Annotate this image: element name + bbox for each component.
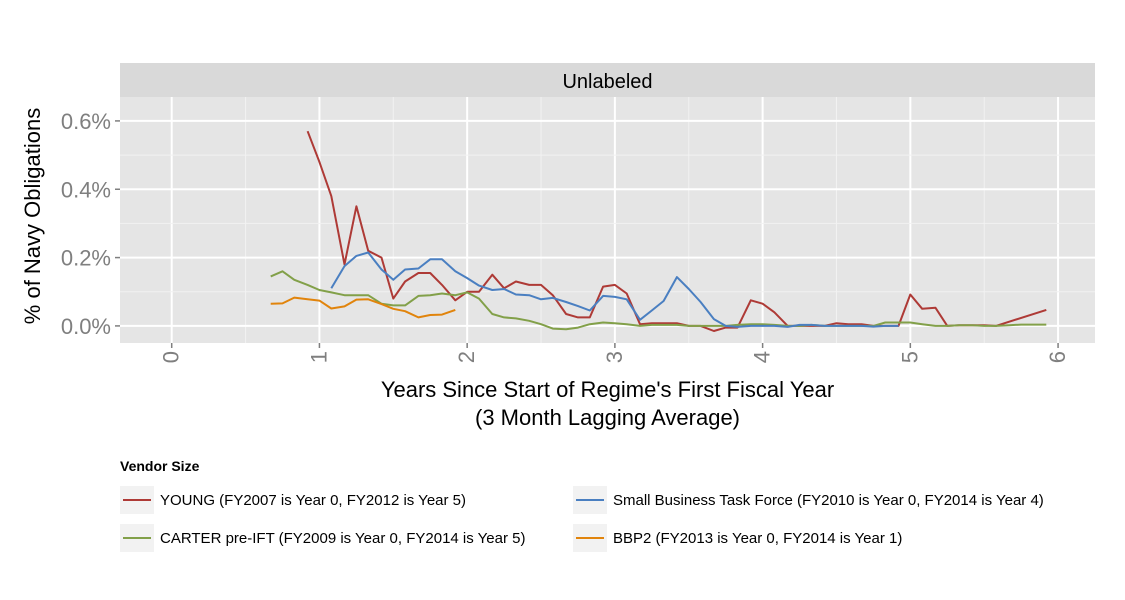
x-tick-label: 5 xyxy=(897,351,922,363)
legend: Vendor Size YOUNG (FY2007 is Year 0, FY2… xyxy=(120,458,1110,588)
x-tick-label: 4 xyxy=(750,351,775,363)
legend-label-carter: CARTER pre-IFT (FY2009 is Year 0, FY2014… xyxy=(160,529,526,547)
facet-strip xyxy=(120,63,1095,97)
legend-item-carter: CARTER pre-IFT (FY2009 is Year 0, FY2014… xyxy=(120,524,525,552)
x-tick-label: 2 xyxy=(454,351,479,363)
plot-panel xyxy=(120,97,1095,343)
legend-item-bbp2: BBP2 (FY2013 is Year 0, FY2014 is Year 1… xyxy=(573,524,902,552)
series-line-carter xyxy=(270,270,1047,331)
legend-title: Vendor Size xyxy=(120,458,200,474)
facet-title: Unlabeled xyxy=(562,71,652,93)
x-tick-label: 1 xyxy=(306,351,331,363)
legend-key-sbtf xyxy=(573,486,607,514)
y-axis-ticks: 0.0% 0.2% 0.4% 0.6% xyxy=(61,109,120,339)
legend-key-young xyxy=(120,486,154,514)
y-tick-label: 0.0% xyxy=(61,314,111,339)
y-tick-label: 0.6% xyxy=(61,109,111,134)
x-tick-label: 3 xyxy=(602,351,627,363)
series-line-sbtf xyxy=(330,251,899,328)
x-axis-sublabel: (3 Month Lagging Average) xyxy=(475,405,740,430)
legend-item-sbtf: Small Business Task Force (FY2010 is Yea… xyxy=(573,486,1044,514)
legend-label-young: YOUNG (FY2007 is Year 0, FY2012 is Year … xyxy=(160,491,466,509)
series-lines xyxy=(270,130,1047,332)
y-axis-label: % of Navy Obligations xyxy=(20,108,45,324)
x-tick-label: 6 xyxy=(1045,351,1070,363)
x-tick-label: 0 xyxy=(159,351,184,363)
y-tick-label: 0.4% xyxy=(61,177,111,202)
legend-item-young: YOUNG (FY2007 is Year 0, FY2012 is Year … xyxy=(120,486,466,514)
y-tick-label: 0.2% xyxy=(61,246,111,271)
legend-label-bbp2: BBP2 (FY2013 is Year 0, FY2014 is Year 1… xyxy=(613,529,903,547)
x-axis-ticks: 0 1 2 3 4 5 6 xyxy=(159,343,1070,363)
legend-key-bbp2 xyxy=(573,524,607,552)
x-axis-label: Years Since Start of Regime's First Fisc… xyxy=(381,377,834,402)
legend-key-carter xyxy=(120,524,154,552)
legend-label-sbtf: Small Business Task Force (FY2010 is Yea… xyxy=(613,491,1044,509)
series-line-bbp2 xyxy=(270,296,456,319)
